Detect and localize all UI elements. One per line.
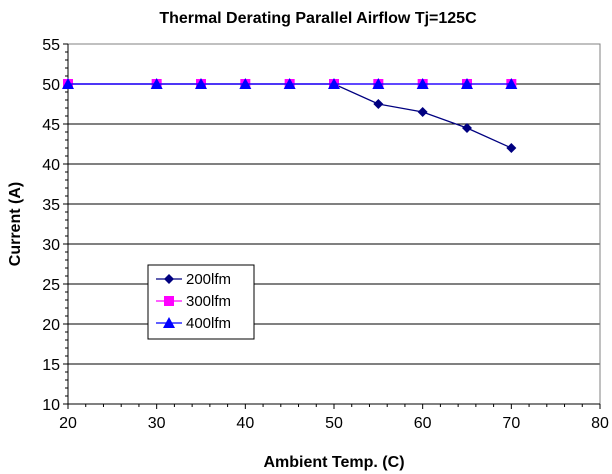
legend-item: 400lfm xyxy=(156,315,231,332)
data-point xyxy=(328,78,340,89)
x-tick-label: 60 xyxy=(414,415,432,432)
data-point xyxy=(195,78,207,89)
data-point xyxy=(372,78,385,89)
x-tick-label: 50 xyxy=(325,415,343,432)
legend-item: 200lfm xyxy=(156,271,231,288)
data-point xyxy=(239,78,252,89)
y-tick-label: 50 xyxy=(42,77,60,94)
y-tick-label: 35 xyxy=(42,197,60,214)
y-tick-label: 25 xyxy=(42,277,60,294)
legend-label: 400lfm xyxy=(186,315,231,332)
data-point xyxy=(62,78,74,89)
x-tick-label: 40 xyxy=(236,415,254,432)
legend-label: 300lfm xyxy=(186,293,231,310)
legend-item: 300lfm xyxy=(156,293,231,310)
x-axis-label: Ambient Temp. (C) xyxy=(263,454,404,471)
legend-marker xyxy=(164,296,174,306)
y-tick-label: 20 xyxy=(42,317,60,334)
data-point xyxy=(150,78,163,89)
x-tick-label: 70 xyxy=(502,415,520,432)
x-tick-label: 80 xyxy=(591,415,609,432)
y-axis-label: Current (A) xyxy=(7,182,24,266)
data-point xyxy=(462,123,472,133)
data-point xyxy=(283,78,296,89)
x-tick-label: 20 xyxy=(59,415,77,432)
series-line xyxy=(68,83,512,149)
data-point xyxy=(505,78,518,89)
y-tick-label: 45 xyxy=(42,117,60,134)
x-tick-label: 30 xyxy=(148,415,166,432)
y-tick-label: 10 xyxy=(42,397,60,414)
legend: 200lfm 300lfm 400lfm xyxy=(147,264,255,340)
data-point xyxy=(417,107,428,117)
series-200lfm xyxy=(63,79,517,153)
legend-marker xyxy=(163,317,175,328)
y-tick-label: 30 xyxy=(42,237,60,254)
data-point xyxy=(461,78,473,89)
data-point xyxy=(506,143,517,153)
data-point xyxy=(416,78,429,89)
y-tick-label: 15 xyxy=(42,357,60,374)
y-tick-label: 55 xyxy=(42,37,60,54)
series-400lfm xyxy=(62,78,518,89)
data-point xyxy=(373,99,384,109)
y-tick-label: 40 xyxy=(42,157,60,174)
plot-area xyxy=(67,43,601,405)
legend-label: 200lfm xyxy=(186,271,231,288)
chart-title: Thermal Derating Parallel Airflow Tj=125… xyxy=(159,10,477,27)
series-layer xyxy=(62,78,518,153)
axes: 10 15 20 25 30 35 40 45 50 55 20 30 40 50 60 70 80 xyxy=(42,37,609,432)
legend-marker xyxy=(164,274,174,284)
